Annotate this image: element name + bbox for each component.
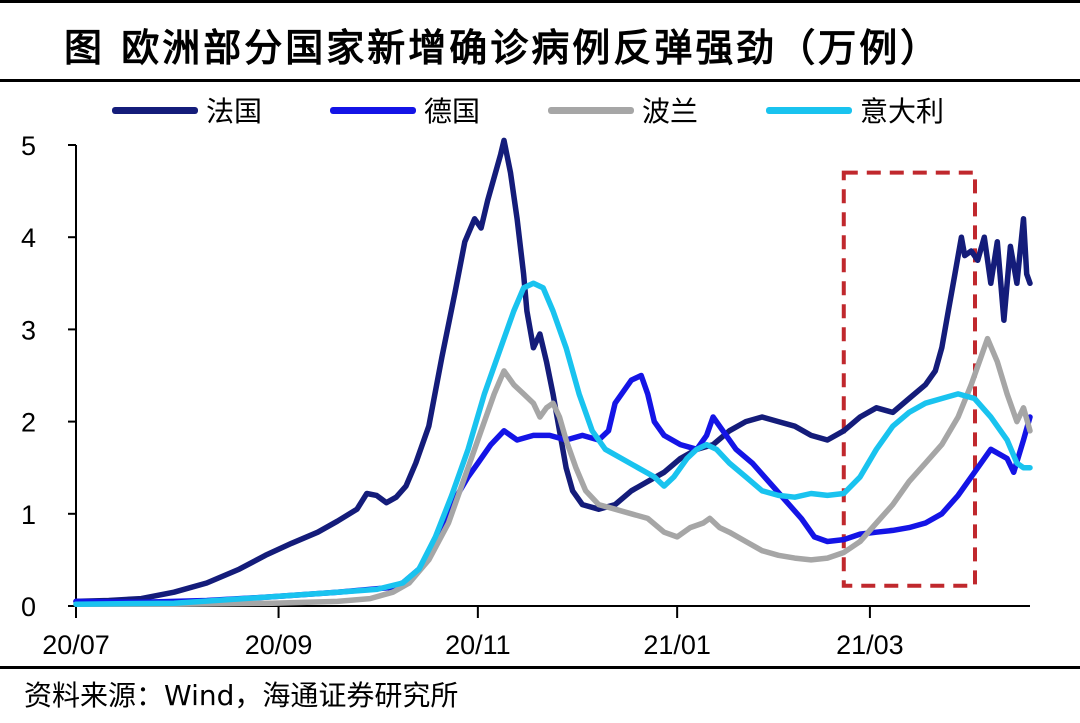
- series-line-italy: [73, 280, 1033, 607]
- x-tick-label: 20/09: [245, 630, 313, 660]
- legend-item-italy: 意大利: [766, 90, 944, 130]
- legend-item-germany: 德国: [330, 90, 480, 130]
- series-line-france: [73, 137, 1033, 605]
- highlight-region: [841, 170, 978, 588]
- legend-swatch-italy: [766, 106, 852, 114]
- legend-label-poland: 波兰: [642, 95, 699, 128]
- legend-item-poland: 波兰: [548, 90, 698, 130]
- highlight-box: [841, 170, 978, 588]
- series-line-poland: [73, 335, 1033, 607]
- series-line-germany: [73, 372, 1033, 606]
- x-tick-label: 20/11: [445, 630, 511, 660]
- y-tick-label: 4: [21, 223, 36, 253]
- tick-labels: 0 1 2 3 4 5 20/07 20/09 20/11 21/01 21/03: [21, 131, 904, 660]
- legend-swatch-poland: [548, 106, 634, 114]
- x-tick-label: 21/03: [836, 630, 904, 660]
- legend-swatch-france: [112, 106, 198, 114]
- legend-label-france: 法国: [206, 95, 263, 128]
- chart-title: 图 欧洲部分国家新增确诊病例反弹强劲（万例）: [64, 26, 942, 70]
- legend: 法国 德国 波兰 意大利: [0, 90, 1080, 130]
- legend-swatch-germany: [330, 106, 416, 114]
- title-bar: 图 欧洲部分国家新增确诊病例反弹强劲（万例）: [0, 0, 1080, 82]
- legend-label-germany: 德国: [424, 95, 481, 128]
- legend-label-italy: 意大利: [860, 95, 945, 128]
- y-tick-label: 1: [21, 500, 36, 530]
- x-tick-label: 21/01: [643, 630, 711, 660]
- y-tick-label: 5: [21, 131, 36, 161]
- footer-rule: [0, 666, 1080, 669]
- y-tick-label: 0: [21, 592, 36, 622]
- source-note: 资料来源：Wind，海通证券研究所: [24, 679, 459, 712]
- x-tick-label: 20/07: [42, 630, 110, 660]
- series-lines: [73, 137, 1033, 607]
- y-tick-label: 2: [21, 408, 36, 438]
- y-tick-label: 3: [21, 315, 36, 345]
- legend-item-france: 法国: [112, 90, 262, 130]
